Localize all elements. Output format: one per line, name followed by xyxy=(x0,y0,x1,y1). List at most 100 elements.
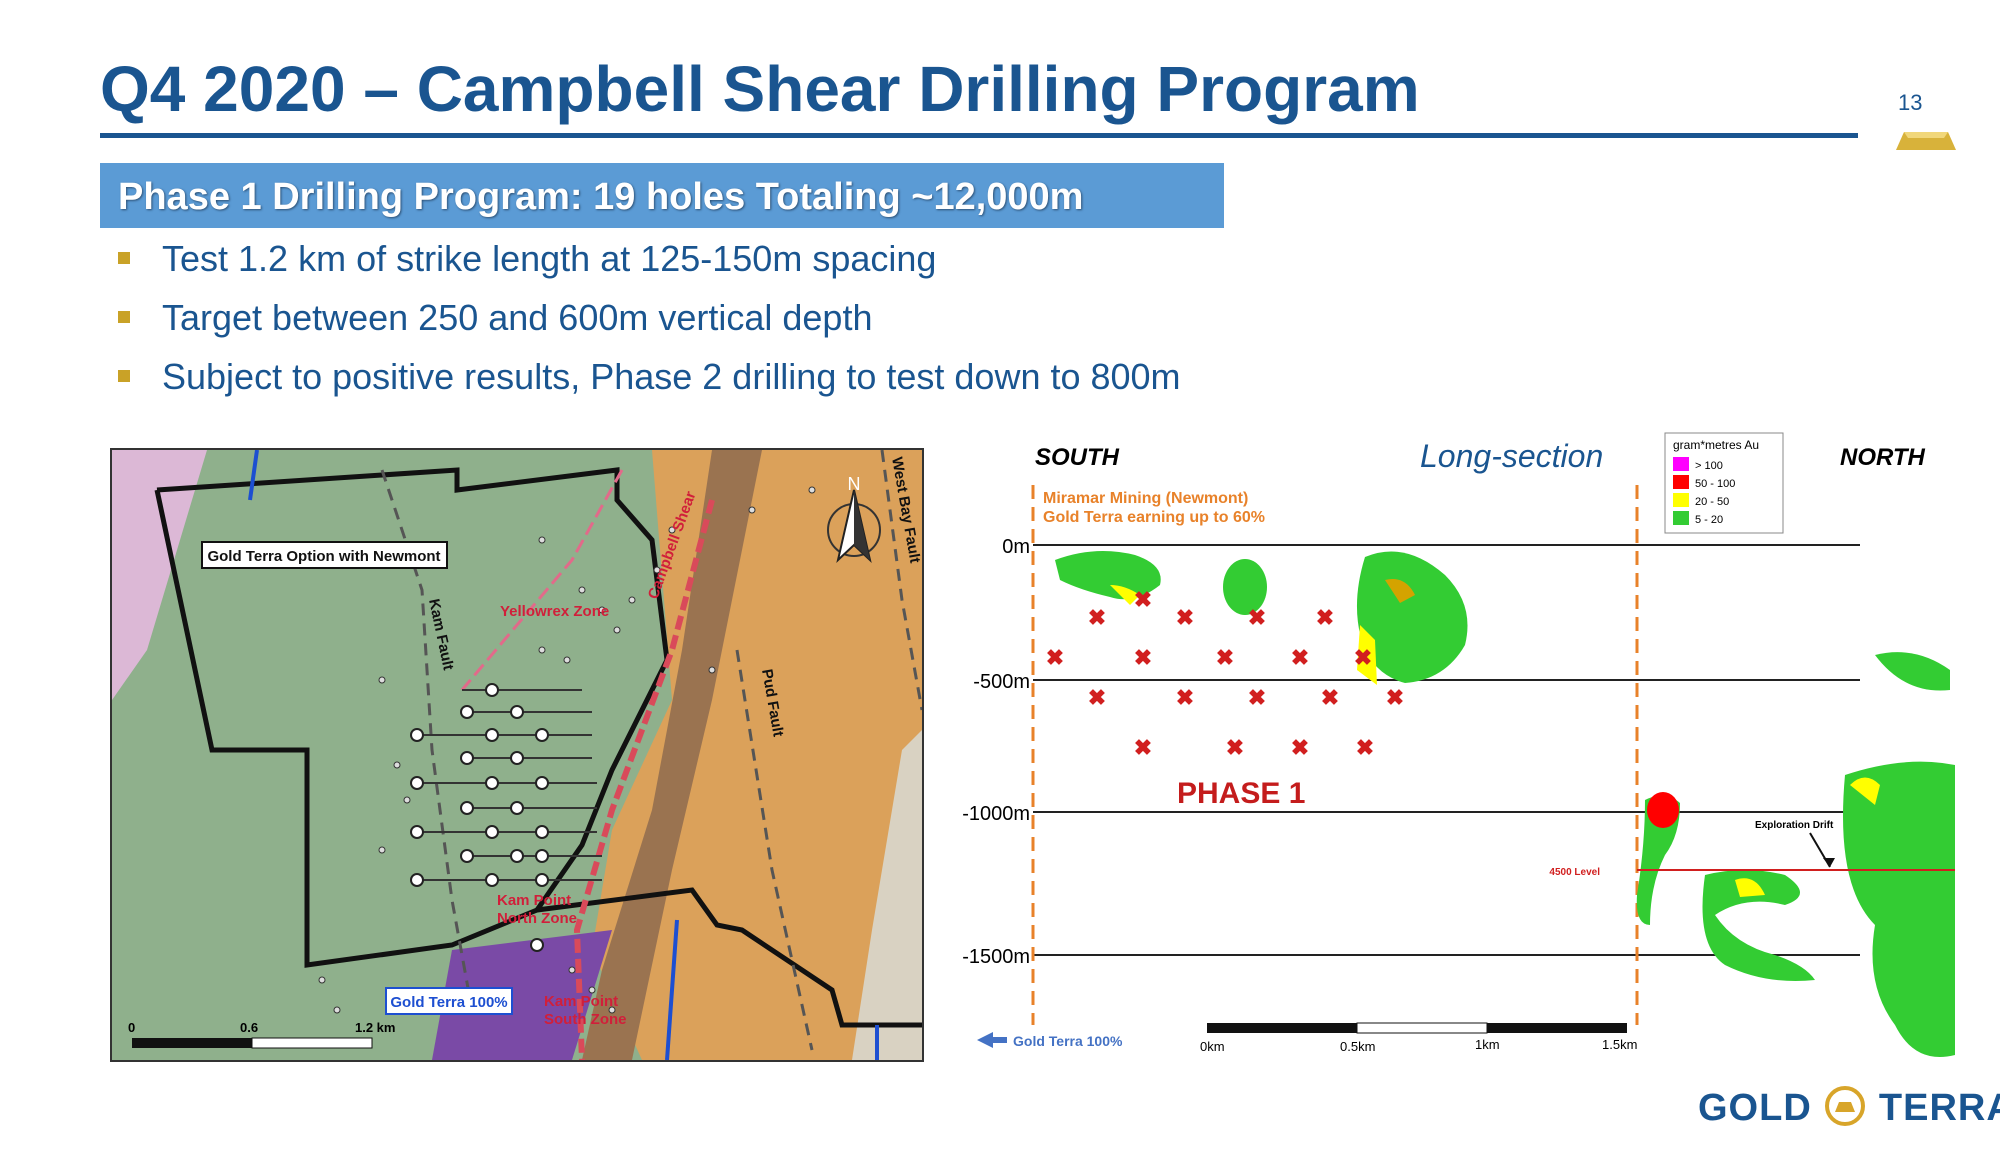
west-bay-fault-line xyxy=(880,450,922,711)
map-scale-bar xyxy=(132,1038,252,1048)
bullet-item: Subject to positive results, Phase 2 dri… xyxy=(162,356,1181,397)
svg-text:✖: ✖ xyxy=(1291,735,1309,760)
owned-label: Gold Terra 100% xyxy=(390,994,507,1011)
legend-swatch xyxy=(1673,475,1689,489)
bullet-item: Target between 250 and 600m vertical dep… xyxy=(162,297,873,338)
section-header: Phase 1 Drilling Program: 19 holes Total… xyxy=(118,176,1084,218)
legend-swatch xyxy=(1673,493,1689,507)
drill-collars xyxy=(410,683,549,952)
section-scale-label: 0km xyxy=(1200,1039,1225,1054)
bullet-marker xyxy=(118,370,130,382)
campbell-shear-line xyxy=(573,499,715,1060)
map-scale-label: 1.2 km xyxy=(355,1020,395,1035)
north-arrow-icon xyxy=(827,489,881,563)
depth-label: 0m xyxy=(1002,536,1030,558)
map-orange-unit xyxy=(592,450,922,1060)
svg-text:✖: ✖ xyxy=(1088,605,1106,630)
legend-label: 50 - 100 xyxy=(1695,478,1735,490)
depth-label: -1500m xyxy=(962,946,1030,968)
gold-terra-logo: GOLD TERRA xyxy=(1698,1086,2000,1130)
logo-icon xyxy=(1825,1086,1866,1126)
legend-swatch xyxy=(1673,457,1689,471)
section-scale-label: 1.5km xyxy=(1602,1037,1637,1052)
section-scale-label: 1km xyxy=(1475,1037,1500,1052)
svg-text:✖: ✖ xyxy=(1134,645,1152,670)
miramar-label: Miramar Mining (Newmont) xyxy=(1043,490,1248,507)
map-pink-unit xyxy=(112,450,207,700)
bullet-marker xyxy=(118,252,130,264)
yellowrex-zone-label: Yellowrex Zone xyxy=(500,603,609,620)
pud-fault-line xyxy=(735,649,814,1051)
svg-text:✖: ✖ xyxy=(1176,685,1194,710)
svg-text:✖: ✖ xyxy=(1321,685,1339,710)
section-scale-bar xyxy=(1487,1023,1627,1033)
geology-map: N Gold Terra Option with Newmont Gold Te… xyxy=(110,448,924,1062)
owned-label-box xyxy=(385,987,513,1015)
water-line xyxy=(248,450,259,501)
svg-text:✖: ✖ xyxy=(1291,645,1309,670)
historic-holes xyxy=(318,486,816,1014)
map-brown-unit xyxy=(582,450,762,1060)
option-label-box xyxy=(201,541,448,569)
phase-label: PHASE 1 xyxy=(1177,777,1305,810)
map-grey-unit xyxy=(852,730,922,1060)
section-scale-bar xyxy=(1356,1022,1488,1034)
kam-point-north-label-2: North Zone xyxy=(497,910,577,927)
left-arrow-icon xyxy=(977,1032,1007,1048)
depth-label: -1000m xyxy=(962,803,1030,825)
north-label: N xyxy=(848,474,861,494)
mineralized-zones-south xyxy=(1055,551,1468,685)
gold-bar-icon xyxy=(1896,132,1956,150)
svg-text:✖: ✖ xyxy=(1046,645,1064,670)
bullet-marker xyxy=(118,311,130,323)
logo-word-gold: GOLD xyxy=(1698,1087,1812,1129)
mineralized-zones-north xyxy=(1636,652,1955,1057)
map-scale-label: 0.6 xyxy=(240,1020,258,1035)
south-label: SOUTH xyxy=(1035,444,1120,471)
section-header-bar xyxy=(100,163,1224,228)
option-boundary-west xyxy=(154,489,538,968)
drift-arrowhead xyxy=(1823,858,1835,867)
svg-text:✖: ✖ xyxy=(1354,645,1372,670)
map-scale-label: 0 xyxy=(128,1020,135,1035)
kam-point-north-label: Kam Point xyxy=(497,892,571,909)
north-label: NORTH xyxy=(1840,444,1926,471)
svg-text:✖: ✖ xyxy=(1226,735,1244,760)
svg-text:✖: ✖ xyxy=(1248,605,1266,630)
miramar-label-2: Gold Terra earning up to 60% xyxy=(1043,509,1265,526)
legend-label: > 100 xyxy=(1695,460,1723,472)
legend-swatch xyxy=(1673,511,1689,525)
page-number: 13 xyxy=(1898,90,1923,115)
long-section: 0m -500m -1000m -1500m SOUTH Long-sectio… xyxy=(962,432,1955,1057)
map-purple-unit xyxy=(432,930,612,1060)
svg-text:✖: ✖ xyxy=(1134,587,1152,612)
kam-point-south-label: Kam Point xyxy=(544,993,618,1010)
water-line xyxy=(665,919,679,1060)
svg-text:✖: ✖ xyxy=(1316,605,1334,630)
section-scale-bar xyxy=(1207,1023,1357,1033)
level-4500-label: 4500 Level xyxy=(1549,867,1600,878)
kam-point-south-label-2: South Zone xyxy=(544,1011,627,1028)
legend-title: gram*metres Au xyxy=(1673,438,1759,452)
drill-traces xyxy=(417,689,602,881)
svg-text:✖: ✖ xyxy=(1386,685,1404,710)
svg-text:✖: ✖ xyxy=(1216,645,1234,670)
option-label: Gold Terra Option with Newmont xyxy=(207,548,440,565)
svg-text:✖: ✖ xyxy=(1088,685,1106,710)
section-scale-label: 0.5km xyxy=(1340,1039,1375,1054)
legend-label: 20 - 50 xyxy=(1695,496,1729,508)
legend-label: 5 - 20 xyxy=(1695,514,1723,526)
logo-word-terra: TERRA xyxy=(1878,1087,2000,1129)
yellowrex-trend-line xyxy=(460,469,624,691)
map-scale-bar xyxy=(251,1037,373,1049)
page-title: Q4 2020 – Campbell Shear Drilling Progra… xyxy=(100,53,1420,125)
svg-text:✖: ✖ xyxy=(1176,605,1194,630)
depth-label: -500m xyxy=(973,671,1030,693)
bullet-item: Test 1.2 km of strike length at 125-150m… xyxy=(162,238,937,279)
gold-terra-100-label: Gold Terra 100% xyxy=(1013,1033,1123,1049)
svg-text:✖: ✖ xyxy=(1134,735,1152,760)
svg-text:✖: ✖ xyxy=(1356,735,1374,760)
planned-holes: ✖✖✖ ✖ ✖ ✖ ✖ ✖ ✖ ✖ ✖ ✖ ✖ ✖ ✖ ✖ ✖ ✖ ✖ xyxy=(1046,587,1404,760)
section-title: Long-section xyxy=(1420,438,1603,474)
svg-text:✖: ✖ xyxy=(1248,685,1266,710)
